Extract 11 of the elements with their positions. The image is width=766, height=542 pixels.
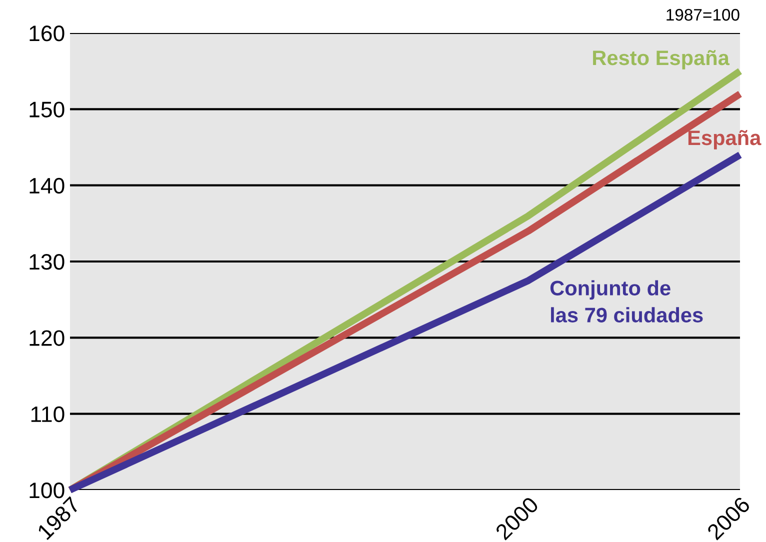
series-label: España (688, 130, 762, 150)
y-tick-label: 120 (30, 330, 64, 346)
y-tick-label: 100 (30, 482, 64, 498)
text: 1987=100 (666, 8, 740, 21)
y-tick-label: 110 (31, 406, 64, 422)
series-label: Resto España (593, 50, 730, 70)
y-tick-label: 150 (30, 102, 64, 118)
series-label: Conjunto de las 79 ciudades (550, 280, 703, 322)
y-tick-label: 130 (30, 254, 64, 270)
y-tick-label: 140 (30, 178, 64, 194)
y-tick-label: 160 (30, 26, 64, 42)
